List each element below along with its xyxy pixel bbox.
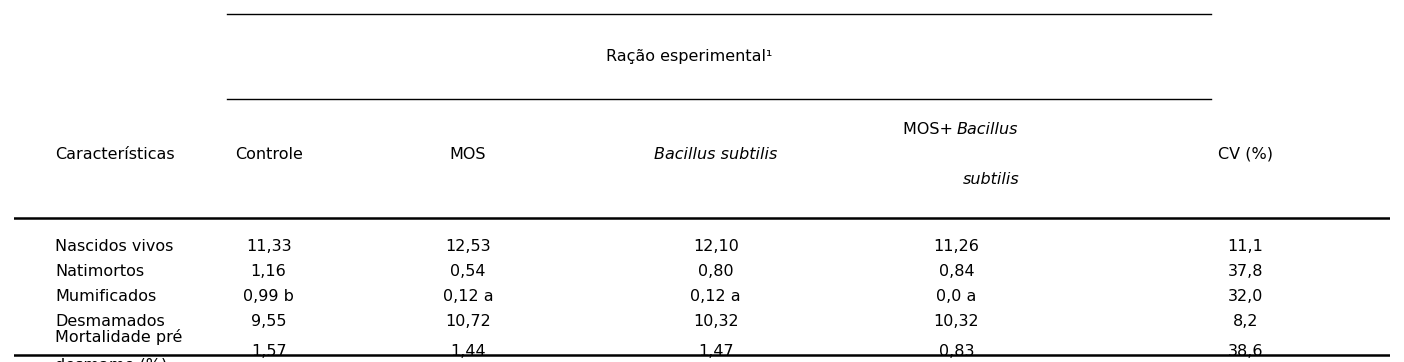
Text: Mortalidade pré: Mortalidade pré [55,329,183,345]
Text: 0,12 a: 0,12 a [442,289,493,304]
Text: Nascidos vivos: Nascidos vivos [55,239,174,254]
Text: desmame (%): desmame (%) [55,358,167,362]
Text: 0,99 b: 0,99 b [243,289,293,304]
Text: Bacillus: Bacillus [956,122,1018,137]
Text: Controle: Controle [234,147,302,162]
Text: 0,54: 0,54 [451,264,486,279]
Text: 37,8: 37,8 [1227,264,1264,279]
Text: Ração esperimental¹: Ração esperimental¹ [605,49,772,64]
Text: Características: Características [55,147,176,162]
Text: 0,83: 0,83 [939,344,974,359]
Text: 1,16: 1,16 [251,264,286,279]
Text: 12,10: 12,10 [692,239,739,254]
Text: 0,80: 0,80 [698,264,733,279]
Text: 11,26: 11,26 [934,239,980,254]
Text: MOS+: MOS+ [903,122,956,137]
Text: 10,72: 10,72 [445,313,491,329]
Text: 1,47: 1,47 [698,344,733,359]
Text: 32,0: 32,0 [1228,289,1264,304]
Text: MOS: MOS [449,147,486,162]
Text: Bacillus subtilis: Bacillus subtilis [654,147,778,162]
Text: 9,55: 9,55 [251,313,286,329]
Text: Desmamados: Desmamados [55,313,166,329]
Text: 10,32: 10,32 [694,313,739,329]
Text: 0,84: 0,84 [939,264,974,279]
Text: 10,32: 10,32 [934,313,980,329]
Text: Natimortos: Natimortos [55,264,145,279]
Text: 11,1: 11,1 [1227,239,1264,254]
Text: subtilis: subtilis [963,172,1019,187]
Text: 8,2: 8,2 [1233,313,1258,329]
Text: Mumificados: Mumificados [55,289,157,304]
Text: 0,12 a: 0,12 a [691,289,741,304]
Text: CV (%): CV (%) [1219,147,1273,162]
Text: 1,57: 1,57 [251,344,286,359]
Text: 0,0 a: 0,0 a [936,289,977,304]
Text: 12,53: 12,53 [445,239,491,254]
Text: 1,44: 1,44 [451,344,486,359]
Text: 38,6: 38,6 [1227,344,1264,359]
Text: 11,33: 11,33 [246,239,292,254]
